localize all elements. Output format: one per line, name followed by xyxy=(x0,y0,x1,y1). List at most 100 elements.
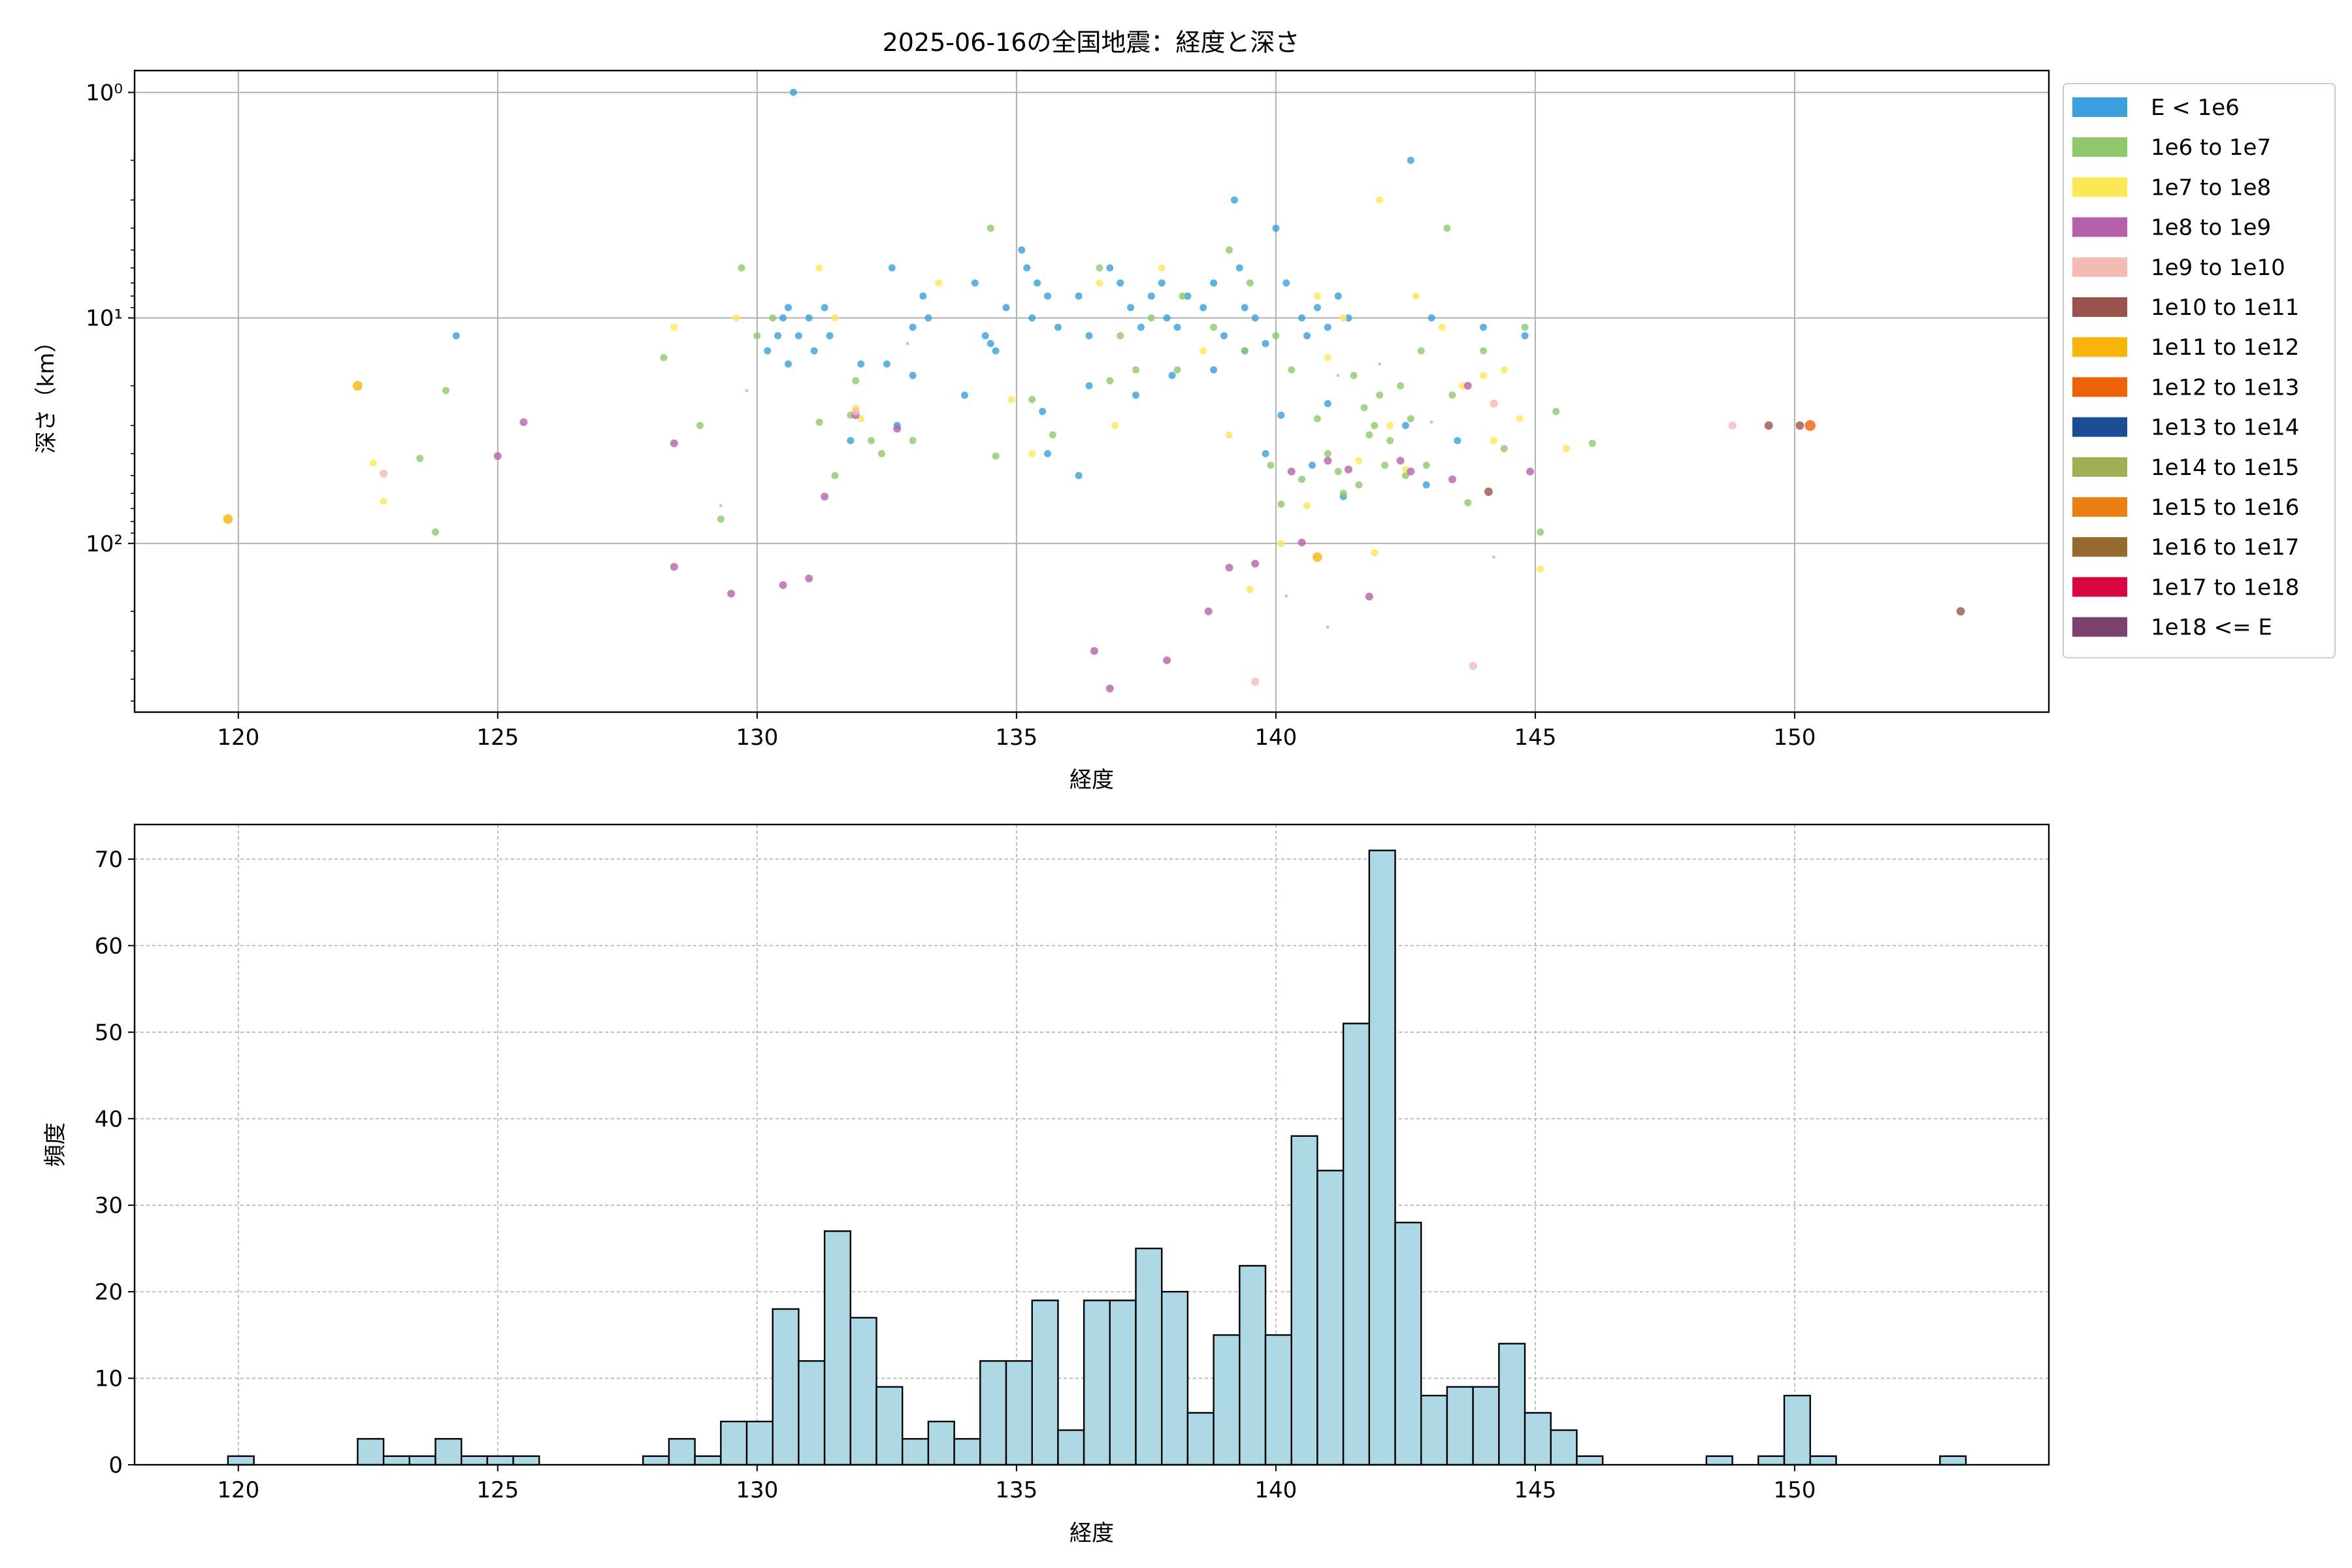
legend-swatch xyxy=(2072,297,2127,317)
legend-swatch xyxy=(2072,97,2127,117)
scatter-point xyxy=(1326,625,1330,629)
legend-label: 1e10 to 1e11 xyxy=(2151,295,2299,321)
scatter-point xyxy=(1277,500,1285,508)
scatter-point xyxy=(1334,468,1342,476)
histogram-bar xyxy=(953,1438,981,1466)
histogram-bar xyxy=(408,1455,436,1466)
scatter-point xyxy=(1443,224,1451,232)
scatter-point xyxy=(1007,395,1015,404)
scatter-point xyxy=(1313,304,1321,312)
scatter-point xyxy=(924,314,932,322)
scatter-point xyxy=(1422,481,1430,489)
scatter-point xyxy=(670,323,678,331)
scatter-point xyxy=(1200,347,1207,355)
histogram-bar xyxy=(1472,1386,1500,1466)
scatter-point xyxy=(732,314,740,322)
scatter-point xyxy=(851,407,860,416)
scatter-x-tick-label: 140 xyxy=(1254,725,1297,751)
scatter-point xyxy=(1448,475,1456,483)
scatter-x-tick-label: 150 xyxy=(1773,725,1816,751)
scatter-point xyxy=(1728,421,1737,430)
legend-label: 1e13 to 1e14 xyxy=(2151,415,2299,441)
scatter-point xyxy=(1235,264,1243,272)
legend-swatch xyxy=(2072,617,2127,637)
histogram-x-tick-label: 140 xyxy=(1254,1477,1297,1503)
legend-label: 1e16 to 1e17 xyxy=(2151,534,2299,561)
scatter-point xyxy=(1490,399,1498,408)
histogram-y-tick-label: 60 xyxy=(95,933,123,959)
scatter-x-axis-label: 経度 xyxy=(1070,767,1114,793)
scatter-point xyxy=(1158,264,1166,272)
scatter-point xyxy=(1298,476,1306,483)
scatter-point xyxy=(1396,457,1405,465)
scatter-point xyxy=(1298,538,1306,547)
scatter-point xyxy=(852,377,860,385)
scatter-x-tick-label: 130 xyxy=(736,725,778,751)
scatter-point xyxy=(1241,347,1249,355)
scatter-point xyxy=(1173,366,1181,374)
scatter-point xyxy=(1277,411,1285,419)
scatter-point xyxy=(1075,292,1083,300)
scatter-point xyxy=(857,360,865,368)
histogram-bar xyxy=(875,1386,904,1466)
scatter-point xyxy=(1429,420,1433,424)
scatter-point xyxy=(1339,489,1347,497)
scatter-point xyxy=(1438,323,1446,331)
scatter-point xyxy=(909,436,917,444)
scatter-point xyxy=(1039,408,1047,416)
scatter-x-tick-label: 120 xyxy=(217,725,259,751)
scatter-point xyxy=(416,455,424,463)
scatter-point xyxy=(1345,465,1352,474)
histogram-bar xyxy=(642,1455,670,1466)
scatter-point xyxy=(1250,678,1260,686)
scatter-point xyxy=(1272,224,1280,232)
histogram-bar xyxy=(382,1455,410,1466)
histogram-bar xyxy=(1160,1290,1189,1466)
scatter-point xyxy=(1132,391,1140,399)
scatter-point xyxy=(1200,304,1207,312)
histogram-x-tick-label: 125 xyxy=(476,1477,519,1503)
histogram-bar xyxy=(745,1420,774,1466)
scatter-point xyxy=(1090,647,1098,655)
scatter-point xyxy=(1324,449,1331,457)
scatter-point xyxy=(1262,340,1269,348)
scatter-point xyxy=(1313,552,1322,563)
scatter-point xyxy=(1147,314,1155,322)
histogram-y-tick-label: 20 xyxy=(95,1279,123,1305)
scatter-grid xyxy=(135,71,2049,712)
histogram-bar xyxy=(1705,1455,1733,1466)
scatter-point xyxy=(992,452,1000,460)
scatter-point xyxy=(1378,362,1382,366)
histogram-bar xyxy=(1290,1135,1318,1466)
histogram-bar xyxy=(461,1455,489,1466)
scatter-point xyxy=(1537,528,1544,536)
scatter-point xyxy=(826,332,834,340)
scatter-point xyxy=(1537,565,1544,573)
scatter-point xyxy=(1147,292,1155,300)
scatter-point xyxy=(1479,347,1488,355)
histogram-y-axis-label: 頻度 xyxy=(42,1122,69,1167)
legend-swatch xyxy=(2072,457,2127,477)
histogram-bar xyxy=(1213,1334,1241,1466)
scatter-point xyxy=(784,360,792,368)
scatter-point xyxy=(1345,314,1352,322)
scatter-point xyxy=(1158,279,1166,287)
scatter-point xyxy=(764,347,772,355)
scatter-point xyxy=(1407,467,1415,476)
scatter-point xyxy=(1246,585,1254,593)
scatter-point xyxy=(519,418,528,427)
scatter-point xyxy=(1365,593,1373,601)
histogram-bar xyxy=(668,1438,696,1466)
scatter-point xyxy=(831,314,839,322)
scatter-point xyxy=(1282,279,1290,287)
scatter-point xyxy=(1018,246,1026,254)
legend-label: 1e15 to 1e16 xyxy=(2151,495,2299,521)
scatter-point xyxy=(1336,374,1340,378)
histogram-bar xyxy=(720,1420,748,1466)
scatter-panel: 120 125 130 135 140 145 150 10⁰ 10¹ 10² 経度 深さ（km）… xyxy=(33,69,2336,793)
scatter-point xyxy=(353,381,363,391)
scatter-point xyxy=(1386,436,1394,444)
histogram-bar xyxy=(512,1455,540,1466)
scatter-point xyxy=(1365,431,1373,439)
